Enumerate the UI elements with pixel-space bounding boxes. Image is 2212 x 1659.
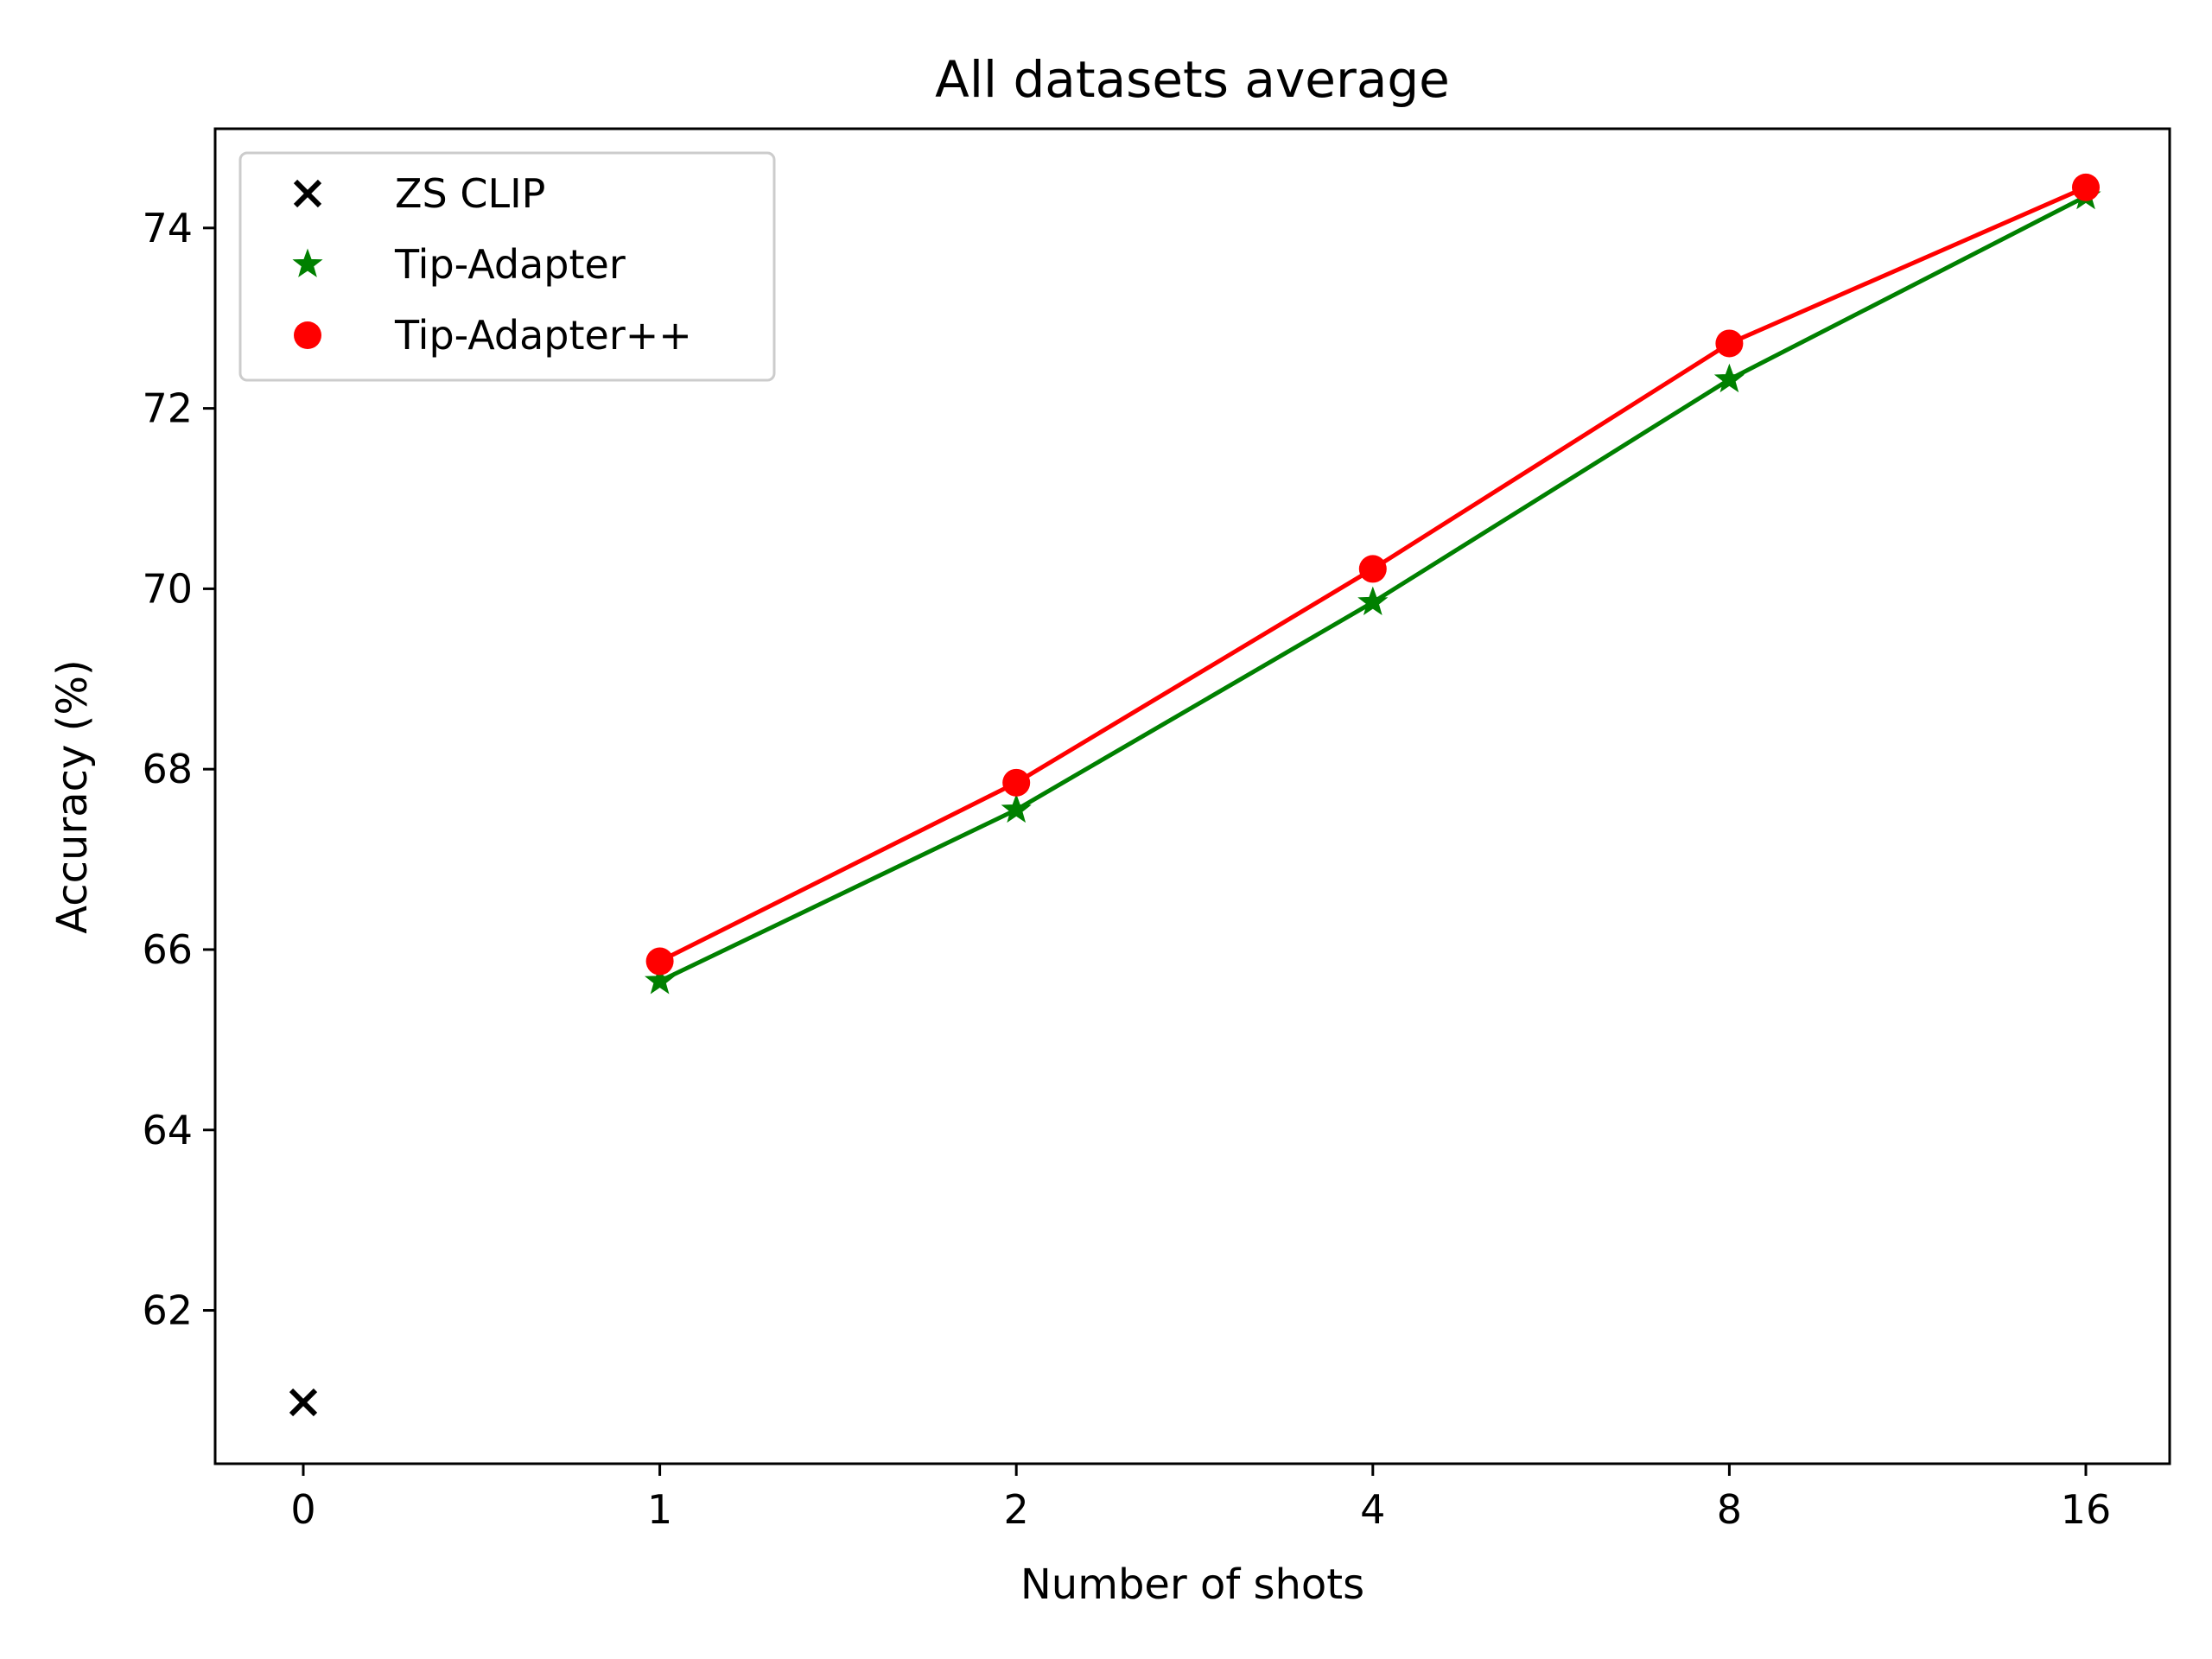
y-axis-label: Accuracy (%) <box>48 659 97 933</box>
x-tick-label: 4 <box>1360 1486 1385 1533</box>
tip-adapter-point <box>645 947 674 976</box>
y-tick-label: 70 <box>142 565 193 612</box>
tip-adapter-point <box>1002 768 1031 797</box>
x-tick-label: 16 <box>2061 1486 2112 1533</box>
legend-marker-tip-adapter <box>292 248 323 277</box>
x-tick-label: 1 <box>647 1486 672 1533</box>
y-tick-label: 62 <box>142 1287 193 1334</box>
legend: ZS CLIP Tip-Adapter Tip-Adapter++ <box>238 151 776 382</box>
legend-marker-tip-adapter <box>294 321 321 349</box>
zs-clip-point <box>289 1388 318 1417</box>
tip-adapter-point <box>645 965 676 995</box>
tip-adapter-point <box>1713 363 1745 393</box>
x-tick-label: 2 <box>1004 1486 1029 1533</box>
x-axis-label: Number of shots <box>1020 1560 1364 1609</box>
legend-label-zs-clip: ZS CLIP <box>395 170 545 217</box>
axis-ticks: 0 1 2 4 8 16 62 64 66 68 70 72 74 <box>142 205 2111 1533</box>
x-tick-label: 0 <box>290 1486 315 1533</box>
tip-adapter-point <box>2072 173 2100 201</box>
legend-items: ZS CLIP Tip-Adapter Tip-Adapter++ <box>292 170 692 359</box>
tip-adapter-point <box>1358 555 1387 583</box>
legend-label-tip-adapter: Tip-Adapter++ <box>394 312 692 359</box>
tip-adapter-point <box>1715 329 1744 358</box>
legend-box <box>238 151 776 382</box>
tip-adapter-point <box>1001 793 1032 823</box>
plot-frame <box>213 127 2171 1465</box>
legend-label-tip-adapter: Tip-Adapter <box>394 241 626 288</box>
y-tick-label: 64 <box>142 1107 193 1154</box>
plot-marks <box>289 173 2101 1417</box>
y-tick-label: 72 <box>142 385 193 432</box>
chart-title: All datasets average <box>935 50 1450 109</box>
x-tick-label: 8 <box>1717 1486 1742 1533</box>
y-tick-label: 74 <box>142 205 193 251</box>
tip-adapter-point <box>1357 586 1389 615</box>
y-tick-label: 66 <box>142 926 193 973</box>
y-tick-label: 68 <box>142 746 193 792</box>
legend-marker-zs-clip <box>293 179 322 208</box>
